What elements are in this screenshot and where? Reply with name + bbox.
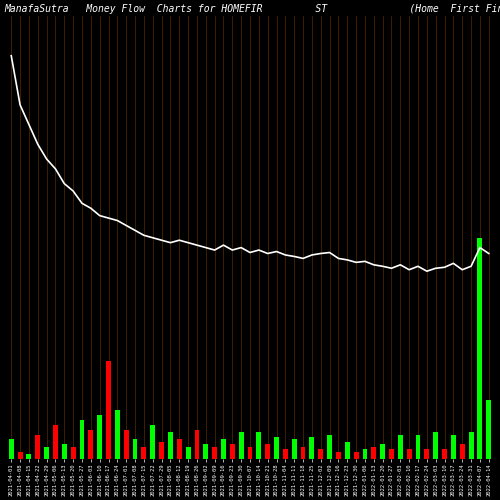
Bar xyxy=(70,447,76,459)
Bar xyxy=(238,432,244,459)
Bar xyxy=(362,450,368,459)
Bar xyxy=(283,450,288,459)
Bar xyxy=(389,450,394,459)
Bar xyxy=(318,450,323,459)
Bar xyxy=(150,424,155,459)
Bar xyxy=(380,444,385,459)
Bar xyxy=(44,447,49,459)
Bar xyxy=(88,430,94,459)
Bar xyxy=(53,424,58,459)
Bar xyxy=(124,430,128,459)
Bar xyxy=(212,447,217,459)
Bar xyxy=(186,447,190,459)
Bar xyxy=(80,420,84,459)
Bar xyxy=(204,444,208,459)
Bar xyxy=(372,447,376,459)
Bar xyxy=(266,444,270,459)
Bar xyxy=(486,400,491,459)
Bar xyxy=(36,434,40,459)
Bar xyxy=(274,437,279,459)
Bar xyxy=(230,444,234,459)
Bar xyxy=(194,430,200,459)
Bar xyxy=(478,238,482,459)
Bar xyxy=(106,361,111,459)
Bar xyxy=(292,440,296,459)
Bar xyxy=(310,437,314,459)
Bar xyxy=(26,454,32,459)
Bar xyxy=(168,432,173,459)
Bar xyxy=(132,440,138,459)
Bar xyxy=(142,447,146,459)
Bar xyxy=(451,434,456,459)
Bar xyxy=(416,434,420,459)
Bar xyxy=(327,434,332,459)
Bar xyxy=(434,432,438,459)
Bar xyxy=(345,442,350,459)
Bar xyxy=(468,432,473,459)
Bar xyxy=(460,444,464,459)
Bar xyxy=(177,440,182,459)
Bar xyxy=(406,450,412,459)
Bar xyxy=(221,440,226,459)
Bar xyxy=(256,432,262,459)
Bar xyxy=(159,442,164,459)
Bar xyxy=(354,452,358,459)
Bar xyxy=(97,415,102,459)
Bar xyxy=(62,444,66,459)
Bar xyxy=(336,452,341,459)
Bar xyxy=(9,440,14,459)
Bar xyxy=(248,447,252,459)
Text: ManafaSutra   Money Flow  Charts for HOMEFIR         ST              (Home  Firs: ManafaSutra Money Flow Charts for HOMEFI… xyxy=(4,4,500,14)
Bar xyxy=(424,450,430,459)
Bar xyxy=(18,452,22,459)
Bar xyxy=(300,447,306,459)
Bar xyxy=(398,434,403,459)
Bar xyxy=(115,410,120,459)
Bar xyxy=(442,450,447,459)
